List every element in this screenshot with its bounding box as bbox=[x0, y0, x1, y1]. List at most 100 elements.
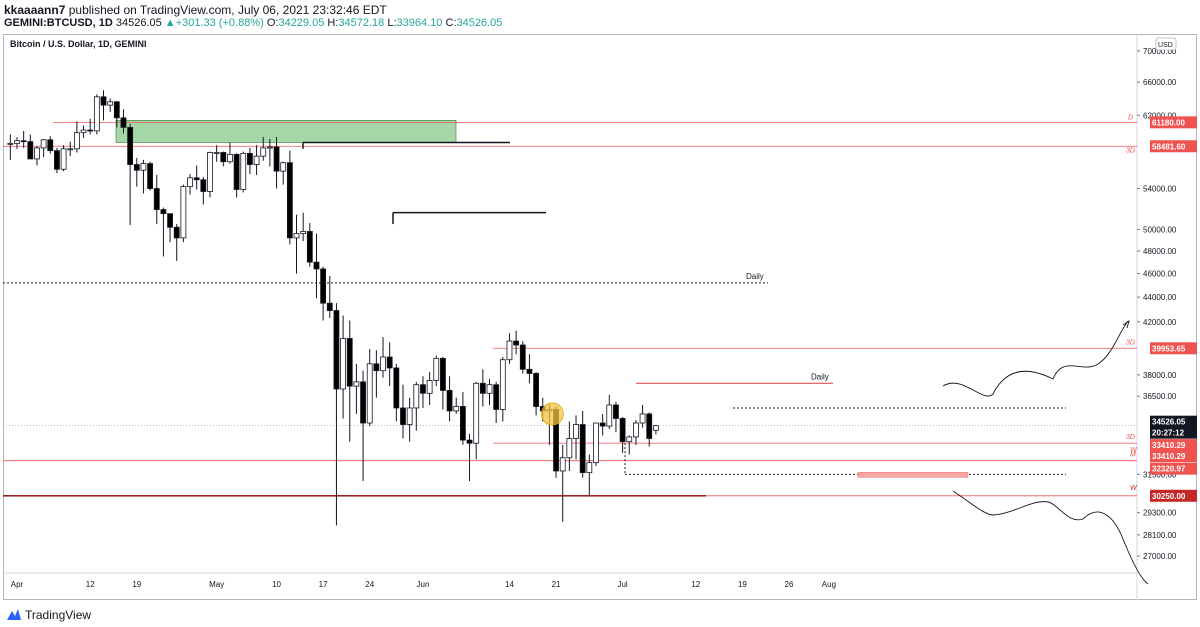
candle-body bbox=[80, 129, 87, 134]
candle-body bbox=[579, 424, 586, 474]
up-arrow-icon: ▲ bbox=[164, 17, 176, 29]
tag-marker-3d-2: 3D bbox=[1126, 339, 1135, 346]
candle-body bbox=[200, 179, 207, 192]
candle-body bbox=[519, 344, 526, 370]
candle-body bbox=[266, 146, 273, 149]
countdown-timer: 20:27:12 bbox=[1152, 429, 1185, 438]
currency-button[interactable]: USD bbox=[1155, 37, 1177, 51]
candle-body bbox=[313, 261, 320, 270]
candle-body bbox=[599, 422, 606, 427]
candle bbox=[187, 174, 193, 195]
candle bbox=[340, 315, 346, 419]
candle-body bbox=[333, 310, 340, 390]
candle-body bbox=[260, 147, 267, 157]
candle-body bbox=[526, 368, 533, 374]
author-name[interactable]: kkaaaann7 bbox=[4, 3, 66, 17]
daily-label-2: Daily bbox=[811, 372, 829, 381]
time-axis-label: Aug bbox=[822, 580, 836, 589]
candle bbox=[227, 142, 233, 164]
candle-body bbox=[247, 152, 253, 165]
candle bbox=[113, 100, 120, 128]
candle bbox=[526, 354, 533, 384]
candle bbox=[366, 348, 373, 427]
candle-body bbox=[506, 340, 513, 361]
candle-body bbox=[227, 153, 233, 163]
candle-body bbox=[7, 142, 14, 145]
candle-body bbox=[459, 406, 466, 441]
daily-label-1: Daily bbox=[746, 272, 764, 281]
candle-body bbox=[47, 139, 54, 152]
time-axis-label: 14 bbox=[505, 580, 514, 589]
candle-body bbox=[440, 357, 446, 391]
candle bbox=[200, 176, 207, 205]
candle bbox=[260, 137, 267, 161]
close-label: C: bbox=[445, 17, 457, 29]
candle bbox=[393, 363, 400, 422]
candle-body bbox=[220, 152, 227, 163]
candle bbox=[353, 363, 360, 414]
price-tag-58481: 58481.60 bbox=[1152, 142, 1186, 151]
price-axis-label: 70000.00 bbox=[1143, 47, 1177, 56]
price-tag-33410-b-bg bbox=[1150, 450, 1197, 463]
candle-body bbox=[293, 233, 300, 239]
candle bbox=[93, 94, 100, 135]
projection-arrow-icon bbox=[1122, 319, 1130, 329]
candle-body bbox=[366, 363, 373, 424]
price-tag-39953-bg bbox=[1150, 342, 1197, 355]
countdown-timer-bg bbox=[1150, 426, 1197, 439]
candle bbox=[406, 397, 413, 442]
candle-body bbox=[406, 407, 413, 425]
candle bbox=[639, 404, 646, 428]
candle bbox=[7, 134, 14, 160]
candle bbox=[386, 342, 393, 387]
time-axis-label: 26 bbox=[785, 580, 794, 589]
highlight-circle bbox=[541, 402, 564, 426]
candle-body bbox=[426, 380, 433, 394]
candle bbox=[180, 184, 187, 243]
candle bbox=[40, 138, 47, 158]
price-axis-label: 66000.00 bbox=[1143, 78, 1177, 87]
price-tag-33410-a-bg bbox=[1150, 439, 1197, 452]
candle-body bbox=[533, 373, 539, 407]
candle bbox=[506, 333, 513, 364]
tag-marker-w: W bbox=[1130, 447, 1138, 454]
candle bbox=[499, 357, 506, 422]
candle-body bbox=[280, 162, 287, 172]
candle-body bbox=[127, 126, 134, 165]
price-chart[interactable]: Bitcoin / U.S. Dollar, 1D, GEMINI Daily Da… bbox=[3, 34, 1197, 600]
time-axis-label: 19 bbox=[132, 580, 141, 589]
candle-body bbox=[107, 101, 114, 106]
tag-marker-m: M bbox=[1130, 452, 1136, 459]
time-axis-label: Jun bbox=[417, 580, 430, 589]
candle-body bbox=[639, 413, 646, 424]
price-axis-label: 44000.00 bbox=[1143, 293, 1177, 302]
candle-body bbox=[87, 129, 94, 132]
candle-body bbox=[493, 384, 500, 410]
candle bbox=[207, 151, 213, 198]
candle-body bbox=[466, 439, 473, 444]
candle-body bbox=[160, 209, 167, 215]
symbol-label: GEMINI:BTCUSD, 1D bbox=[4, 17, 113, 29]
candle-body bbox=[54, 150, 60, 170]
publish-header: kkaaaann7 published on TradingView.com, … bbox=[0, 0, 1200, 34]
candle bbox=[586, 454, 593, 497]
high-value: 34572.18 bbox=[338, 17, 385, 29]
candle bbox=[440, 357, 446, 410]
candle-body bbox=[486, 384, 493, 394]
candle bbox=[606, 394, 613, 430]
price-axis-label: 28100.00 bbox=[1143, 531, 1177, 540]
candle bbox=[300, 212, 307, 242]
candle-body bbox=[380, 356, 386, 372]
candle bbox=[173, 224, 180, 262]
candle bbox=[373, 350, 380, 398]
candle-body bbox=[14, 140, 20, 144]
candle-body bbox=[27, 141, 34, 160]
candle-body bbox=[340, 338, 346, 390]
candle bbox=[326, 275, 333, 319]
price-tag-32320: 32320.97 bbox=[1152, 465, 1186, 474]
candle bbox=[473, 381, 480, 460]
candle-body bbox=[619, 418, 626, 443]
tag-marker-d: D bbox=[1128, 114, 1133, 121]
candle bbox=[73, 121, 80, 153]
brand-label: TradingView bbox=[25, 608, 92, 622]
